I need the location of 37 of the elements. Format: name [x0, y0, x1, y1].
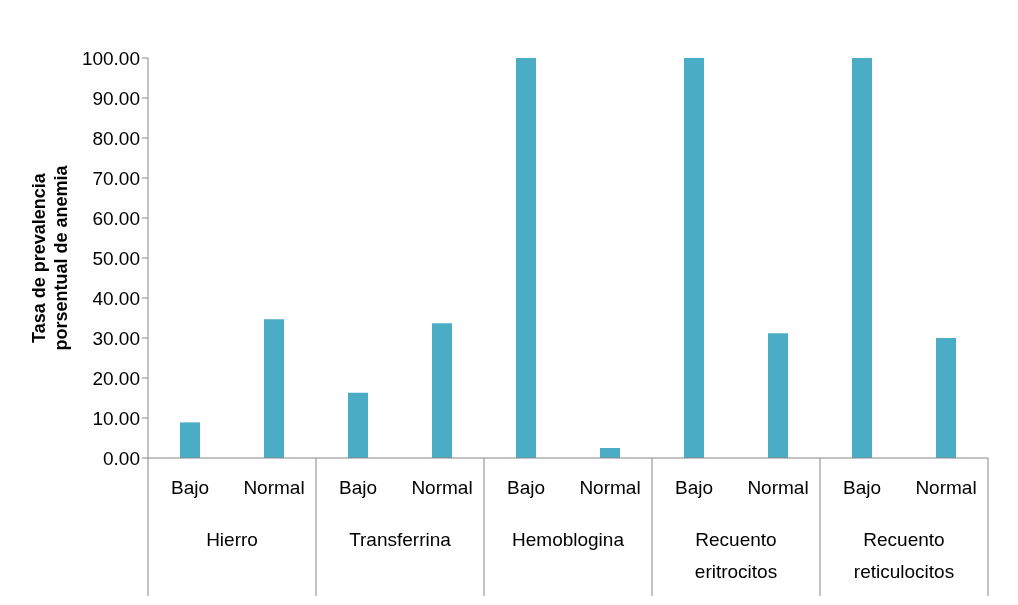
y-tick-label: 50.00	[92, 247, 140, 269]
y-tick-label: 70.00	[92, 167, 140, 189]
x-tick-label: Bajo	[506, 477, 546, 498]
bar	[516, 58, 536, 458]
bar	[180, 422, 200, 458]
x-tick-label: Bajo	[338, 477, 378, 498]
bar	[852, 58, 872, 458]
y-tick-label: 0.00	[103, 447, 140, 469]
x-tick-label: Normal	[411, 477, 473, 498]
y-tick-label: 20.00	[92, 367, 140, 389]
text: Recuento reticulocitos	[853, 529, 955, 582]
y-tick-label: 30.00	[92, 327, 140, 349]
text: Transferrina	[349, 529, 452, 550]
bar	[600, 448, 620, 458]
bar	[936, 338, 956, 458]
x-tick-label: Bajo	[842, 477, 882, 498]
y-tick-label: 10.00	[92, 407, 140, 429]
bar	[348, 392, 368, 458]
y-tick-label: 60.00	[92, 207, 140, 229]
bar	[684, 58, 704, 458]
text: Hierro	[206, 529, 258, 550]
x-tick-label: Normal	[747, 477, 809, 498]
bar	[264, 319, 284, 458]
y-tick-label: 100.00	[81, 47, 140, 69]
x-tick-label: Normal	[243, 477, 305, 498]
text: Hemoblogina	[512, 529, 625, 550]
bar	[432, 323, 452, 458]
text: Recuento eritrocitos	[694, 529, 778, 582]
x-tick-label: Normal	[579, 477, 641, 498]
x-tick-label: Bajo	[170, 477, 210, 498]
y-tick-label: 90.00	[92, 87, 140, 109]
y-tick-label: 80.00	[92, 127, 140, 149]
x-tick-label: Normal	[915, 477, 977, 498]
y-axis-title: Tasa de prevalencia porsentual de anemia	[29, 164, 71, 351]
y-tick-label: 40.00	[92, 287, 140, 309]
x-tick-label: Bajo	[674, 477, 714, 498]
bar	[768, 333, 788, 458]
